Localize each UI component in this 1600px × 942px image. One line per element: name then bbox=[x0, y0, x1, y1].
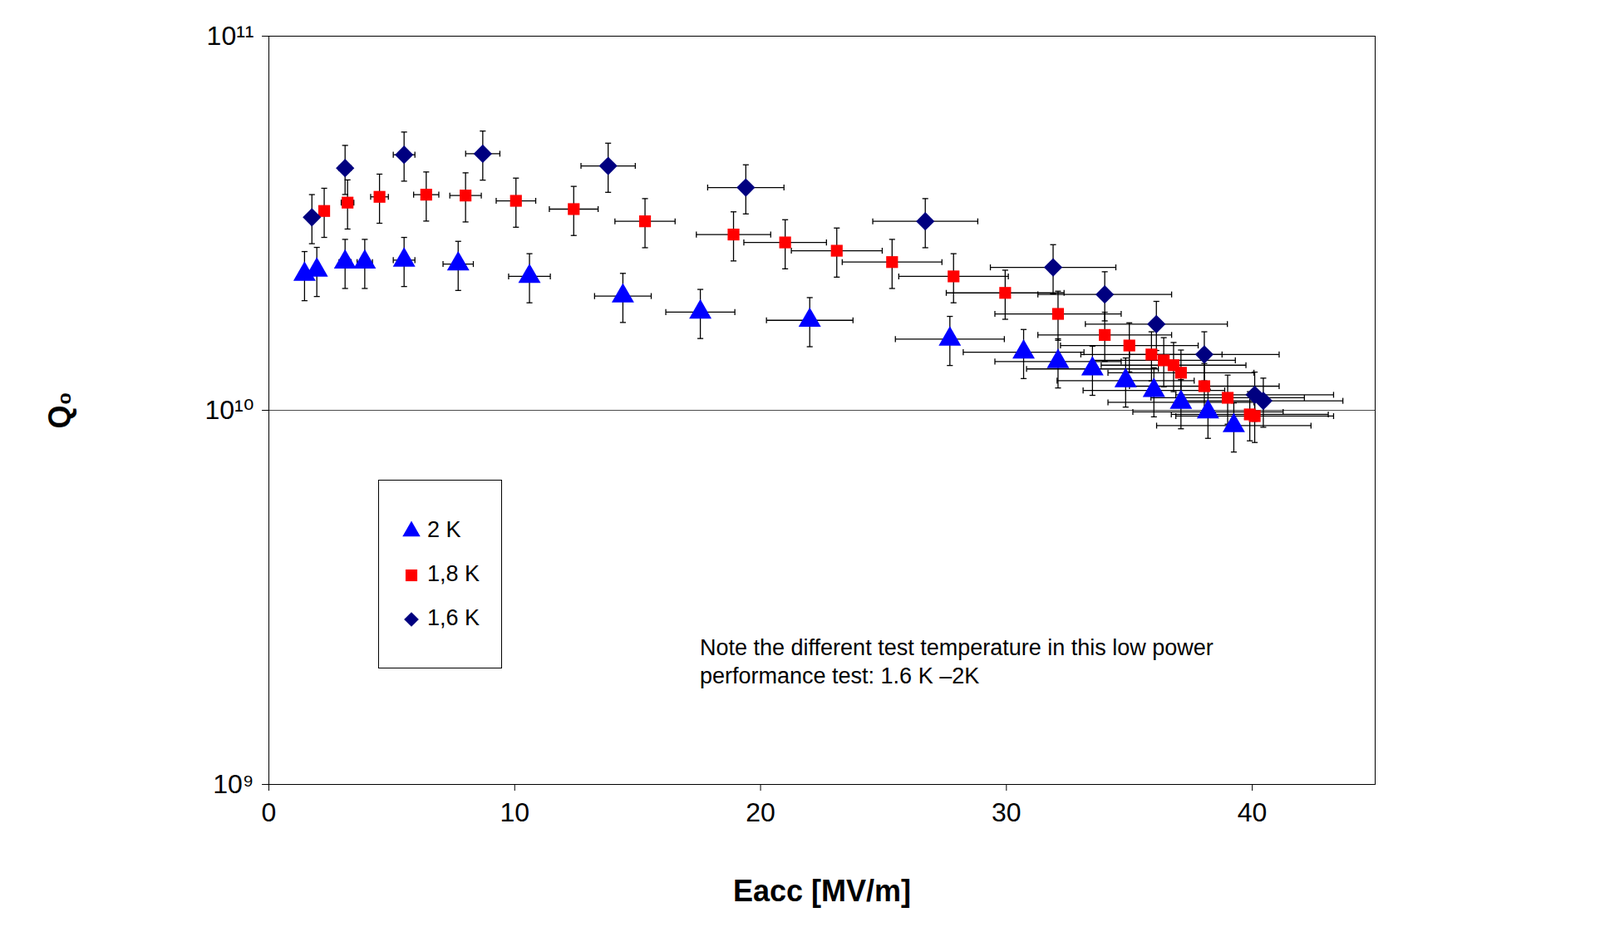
svg-text:0: 0 bbox=[261, 797, 277, 828]
svg-text:10: 10 bbox=[499, 797, 530, 828]
html-text:Note the different test temper: Note the different test temperature in t… bbox=[699, 635, 1214, 689]
html-text:2 K: 2 K bbox=[427, 516, 461, 542]
svg-text:10⁹: 10⁹ bbox=[212, 768, 254, 799]
html-text:1,8 K: 1,8 K bbox=[427, 561, 480, 586]
svg-text:10¹⁰: 10¹⁰ bbox=[204, 394, 254, 425]
svg-text:10¹¹: 10¹¹ bbox=[206, 20, 255, 51]
svg-text:20: 20 bbox=[745, 797, 776, 828]
svg-text:Q₀: Q₀ bbox=[42, 391, 77, 429]
svg-text:40: 40 bbox=[1237, 797, 1268, 828]
svg-text:30: 30 bbox=[991, 797, 1022, 828]
html-text:1,6 K: 1,6 K bbox=[427, 605, 480, 631]
svg-text:Eacc [MV/m]: Eacc [MV/m] bbox=[733, 873, 911, 908]
